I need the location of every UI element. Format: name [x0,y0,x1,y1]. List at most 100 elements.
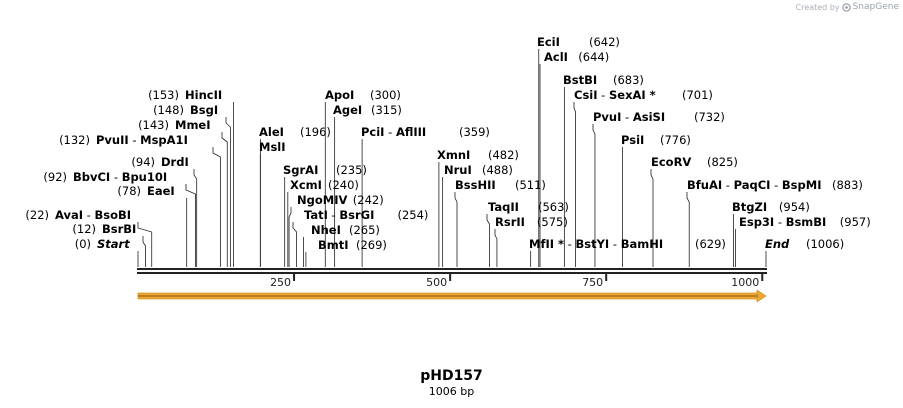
site-leader-line [221,132,228,267]
site-position: (563) [538,200,569,214]
site-leader-line [142,236,146,267]
site-label[interactable]: AvaI - BsoBI [55,208,131,222]
enzyme-name: End [765,237,790,251]
enzyme-name: CsiI [574,88,598,102]
enzyme-name: SgrAI [283,163,318,177]
site-label[interactable]: HincII [185,88,222,102]
enzyme-name: TaqII [488,200,519,214]
site-label[interactable]: CsiI - SexAI * [574,88,656,102]
site-separator: - [564,237,575,251]
site-position: (1006) [806,237,844,251]
plasmid-length: 1006 bp [428,385,475,398]
site-label[interactable]: Start [97,237,130,251]
site-label[interactable]: BtgZI [732,200,767,214]
site-label[interactable]: BsgI [190,103,218,117]
enzyme-name: Esp3I [739,215,774,229]
enzyme-name: RsrII [495,215,525,229]
site-label[interactable]: MfII * - BstYI - BamHI [529,237,663,251]
enzyme-name: EcoRV [651,155,691,169]
site-label[interactable]: XcmI [290,178,322,192]
enzyme-name: MspA1I [140,133,188,147]
feature-arrow [137,289,767,303]
site-label[interactable]: MslI [259,140,286,154]
site-position: (12) [72,222,96,236]
site-label[interactable]: BssHII [455,178,496,192]
enzyme-name: BbvCI [73,170,110,184]
site-position: (701) [682,88,713,102]
site-position: (954) [779,200,810,214]
enzyme-name: AleI [259,125,284,139]
site-label[interactable]: AgeI [333,103,362,117]
site-leader-line [292,222,297,267]
snapgene-credit: Created by SnapGene [796,2,899,12]
site-label[interactable]: TaqII [488,200,519,214]
enzyme-name: BsgI [190,103,218,117]
site-leader-line [686,192,690,267]
site-label[interactable]: NruI [444,163,472,177]
site-position: (0) [75,237,91,251]
site-leader-line [137,222,153,267]
site-position: (196) [300,125,331,139]
enzyme-name: AvaI [55,208,83,222]
site-label[interactable]: AclI [544,50,568,64]
feature-arrowhead [756,289,767,303]
site-position: (482) [488,148,519,162]
site-label[interactable]: TatI - BsrGI [304,208,374,222]
site-label[interactable]: XmnI [437,148,470,162]
site-label[interactable]: NheI [311,223,341,237]
enzyme-name: PciI [361,125,384,139]
site-label[interactable]: EciI [537,35,560,49]
enzyme-name: EaeI [147,184,175,198]
site-position: (359) [459,125,490,139]
enzyme-name: DrdI [161,155,189,169]
axis-tick-label: 500 [426,276,447,289]
axis-tick-label: 1000 [731,276,759,289]
site-label[interactable]: BstBI [563,73,597,87]
site-label[interactable]: PvuII - MspA1I [96,133,188,147]
site-label[interactable]: EcoRV [651,155,691,169]
site-leader-line [486,214,490,267]
enzyme-name: NruI [444,163,472,177]
enzyme-name: BsmBI [786,215,827,229]
site-separator: - [384,125,395,139]
site-label[interactable]: ApoI [325,88,354,102]
site-leader-line [454,192,458,267]
site-position: (683) [613,73,644,87]
enzyme-name: MslI [259,140,286,154]
site-label[interactable]: DrdI [161,155,189,169]
site-position: (732) [694,110,725,124]
site-label[interactable]: EaeI [147,184,175,198]
site-position: (511) [515,178,546,192]
site-label[interactable]: PsiI [621,133,644,147]
snapgene-logo-icon [841,2,851,12]
axis-tick-label: 750 [582,276,603,289]
enzyme-name: BspMI [782,178,822,192]
site-position: (300) [370,88,401,102]
site-label[interactable]: MmeI [175,118,211,132]
site-separator: - [83,208,94,222]
enzyme-name: NheI [311,223,341,237]
site-position: (240) [328,178,359,192]
site-label[interactable]: SgrAI [283,163,318,177]
site-position: (269) [356,238,387,252]
site-label[interactable]: BfuAI - PaqCI - BspMI [687,178,822,192]
site-label[interactable]: PciI - AflIII [361,125,426,139]
site-label[interactable]: PvuI - AsiSI [593,110,665,124]
site-label[interactable]: AleI [259,125,284,139]
site-leader-line [193,169,198,267]
site-label[interactable]: RsrII [495,215,525,229]
site-position: (254) [398,208,429,222]
site-label[interactable]: BbvCI - Bpu10I [73,170,167,184]
site-position: (153) [148,88,179,102]
credit-prefix: Created by [795,2,840,12]
site-position: (488) [482,163,513,177]
plasmid-name: pHD157 [420,368,483,384]
enzyme-name: MmeI [175,118,211,132]
enzyme-name: PaqCI [734,178,771,192]
site-label[interactable]: End [765,237,790,251]
site-label[interactable]: NgoMIV [297,193,347,207]
site-position: (94) [131,155,155,169]
site-label[interactable]: BsrBI [102,222,136,236]
site-label[interactable]: Esp3I - BsmBI [739,215,826,229]
site-label[interactable]: BmtI [318,238,349,252]
